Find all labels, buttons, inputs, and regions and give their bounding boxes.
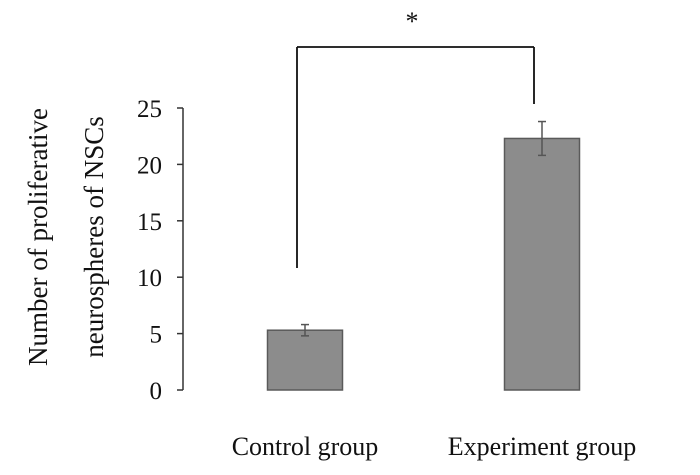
bar-experiment — [503, 137, 581, 391]
y-tick-label: 0 — [150, 378, 163, 405]
y-tick-label: 20 — [137, 152, 162, 179]
y-axis-title-line-2: neurospheres of NSCs — [79, 116, 109, 357]
significance-star: * — [406, 7, 419, 36]
y-tick-label: 25 — [137, 96, 162, 123]
y-axis-title-line-1: Number of proliferative — [23, 108, 53, 366]
x-category-label: Experiment group — [448, 432, 636, 461]
y-tick-label: 5 — [150, 322, 163, 349]
plot-area: 0 5 10 15 20 25 Control group Experiment group * — [137, 7, 636, 461]
y-tick-label: 15 — [137, 209, 162, 236]
y-tick-label: 10 — [137, 265, 162, 292]
bar-control — [266, 329, 344, 391]
y-axis-title: Number of proliferative neurospheres of … — [23, 108, 109, 366]
x-category-label: Control group — [232, 432, 379, 461]
